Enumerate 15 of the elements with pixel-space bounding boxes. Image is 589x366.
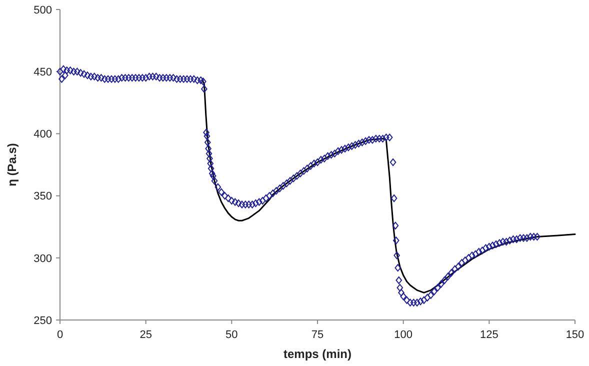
x-tick-label: 150 — [566, 329, 584, 341]
y-tick-label: 400 — [34, 128, 52, 141]
y-tick-label: 450 — [34, 66, 52, 78]
x-tick-label: 100 — [394, 329, 413, 341]
y-axis-title: η (Pa.s) — [5, 143, 19, 186]
y-tick-label: 350 — [34, 190, 52, 203]
x-tick-label: 125 — [480, 329, 498, 341]
x-axis-title: temps (min) — [283, 347, 352, 361]
y-tick-label: 300 — [34, 252, 52, 265]
x-tick-label: 0 — [56, 329, 64, 341]
x-tick-label: 75 — [311, 329, 324, 341]
y-tick-label: 250 — [34, 314, 52, 327]
x-tick-label: 50 — [226, 329, 238, 341]
y-tick-label: 500 — [34, 4, 52, 16]
x-tick-label: 25 — [140, 329, 152, 341]
